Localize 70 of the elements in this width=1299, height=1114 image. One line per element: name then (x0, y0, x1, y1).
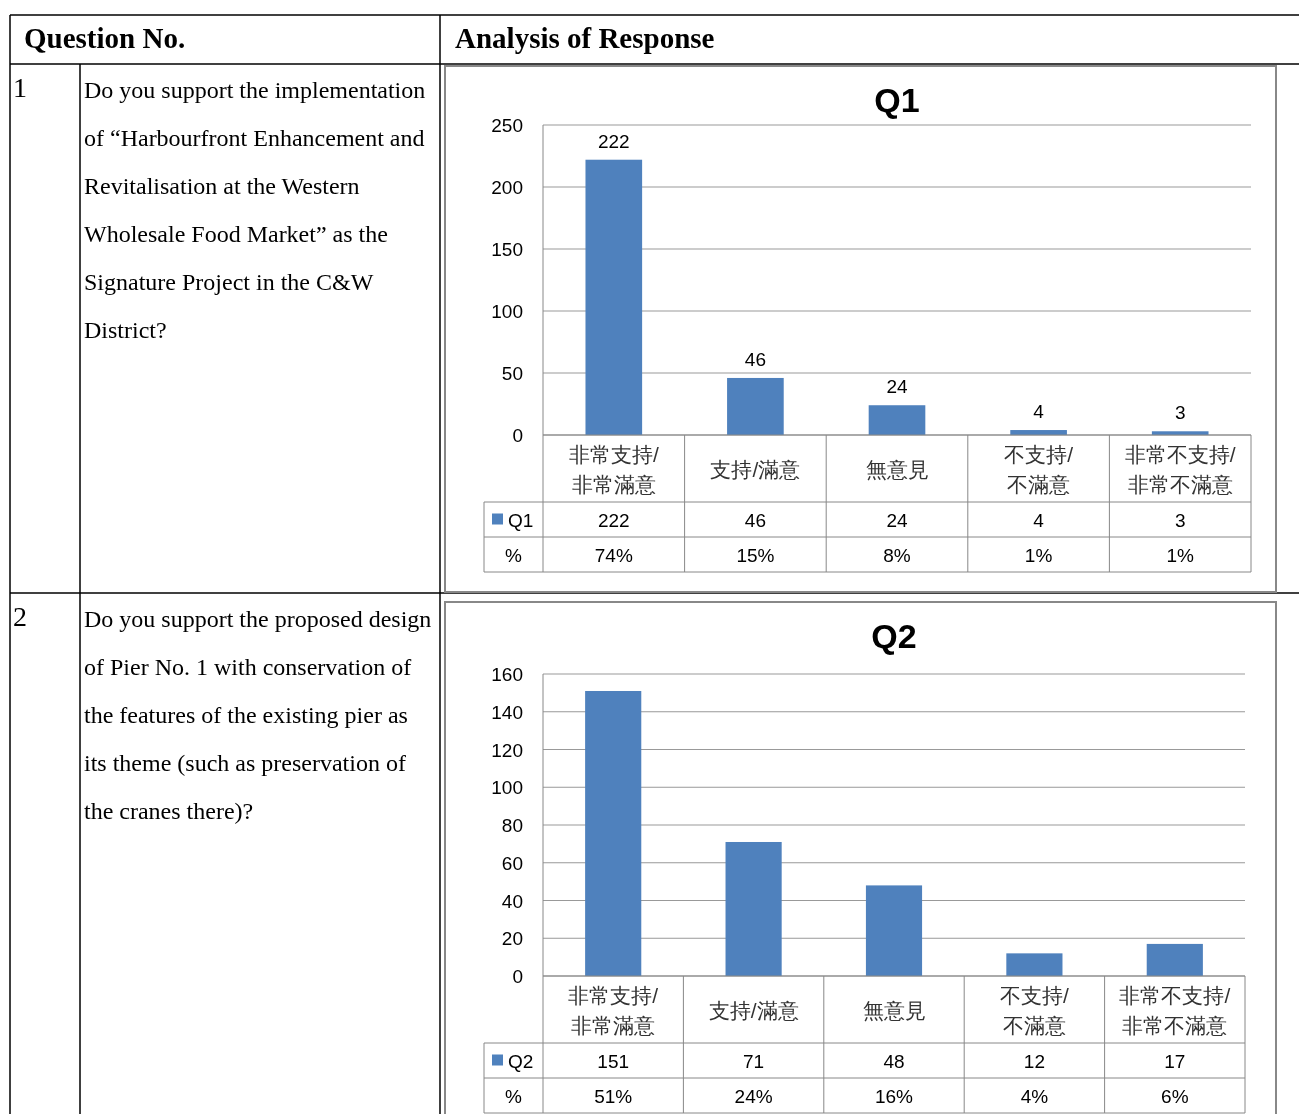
text: Do you support the implementation of “Harbourfront Enhancement and Revitalisation at the Western Wholesale Food Market” as the Signature Project in the C&W District? (84, 76, 427, 345)
data-label: 46 (744, 509, 766, 531)
text: Do you support the proposed design of Pier No. 1 with conservation of the features of the existing pier as its theme (such as preservation of the cranes there)? (84, 605, 433, 826)
x-tick-label: 無意見 (862, 998, 926, 1022)
text: % (505, 544, 523, 566)
x-tick-label: 非常不支持/非常不滿意 (1124, 442, 1236, 496)
text: 8% (883, 544, 911, 566)
text: 1% (1024, 544, 1053, 566)
bar (725, 841, 782, 976)
bar (1006, 953, 1063, 976)
annotation: 46 (744, 348, 766, 370)
text: 16% (874, 1085, 914, 1107)
data-label: 17 (1164, 1050, 1186, 1072)
bar (585, 159, 643, 435)
text: 51% (594, 1085, 633, 1107)
x-tick-label: 支持/滿意 (710, 457, 801, 481)
text: 1 (13, 72, 27, 104)
y-tick-label: 100 (491, 777, 523, 799)
text: 24% (734, 1085, 773, 1107)
y-tick-label: 120 (491, 739, 523, 761)
x-tick-label: 非常支持/非常滿意 (568, 983, 659, 1037)
bar (868, 405, 926, 435)
text: 6% (1161, 1085, 1189, 1107)
y-tick-label: 150 (491, 239, 523, 260)
y-tick-label: 200 (491, 177, 523, 198)
y-tick-label: 40 (501, 890, 523, 912)
y-tick-label: 250 (491, 115, 523, 136)
y-tick-label: 100 (491, 301, 523, 322)
legend-label: Q2 (508, 1050, 534, 1072)
y-tick-label: 80 (501, 815, 523, 836)
x-tick-label: 非常支持/非常滿意 (568, 442, 659, 496)
y-tick-label: 60 (501, 852, 523, 874)
data-label: 222 (597, 509, 630, 531)
text: 4% (1020, 1085, 1049, 1107)
legend-label: Q1 (508, 509, 534, 531)
y-tick-label: 0 (512, 425, 523, 446)
y-tick-label: 140 (491, 701, 523, 723)
data-label: 12 (1023, 1050, 1045, 1072)
text: 1% (1166, 544, 1195, 566)
x-tick-label: 無意見 (865, 457, 929, 481)
bar (865, 885, 923, 976)
x-tick-label: 不支持/不滿意 (999, 983, 1069, 1037)
chart-title: Q1 (874, 81, 920, 119)
bar (585, 690, 642, 976)
annotation: 24 (886, 376, 908, 398)
text: Question No. (24, 22, 186, 55)
chart-title: Q2 (871, 617, 917, 655)
y-tick-label: 20 (501, 928, 523, 950)
text: 15% (736, 544, 775, 566)
bar (1146, 943, 1203, 976)
y-tick-label: 50 (501, 363, 523, 384)
text: 74% (594, 544, 633, 566)
x-tick-label: 非常不支持/非常不滿意 (1119, 983, 1231, 1037)
text: % (505, 1085, 523, 1107)
y-tick-label: 160 (491, 664, 523, 685)
y-tick-label: 0 (512, 966, 523, 987)
data-label: 3 (1174, 509, 1186, 531)
annotation: 3 (1174, 402, 1186, 424)
bar (727, 377, 784, 435)
annotation: 4 (1033, 401, 1045, 423)
data-label: 71 (743, 1050, 765, 1072)
data-label: 48 (883, 1050, 905, 1072)
x-tick-label: 支持/滿意 (708, 998, 799, 1022)
data-label: 24 (886, 509, 908, 531)
x-tick-label: 不支持/不滿意 (1004, 442, 1074, 496)
data-label: 151 (597, 1050, 630, 1072)
text: Analysis of Response (455, 22, 715, 55)
text: 2 (13, 601, 27, 633)
annotation: 222 (597, 130, 630, 152)
data-label: 4 (1033, 509, 1045, 531)
